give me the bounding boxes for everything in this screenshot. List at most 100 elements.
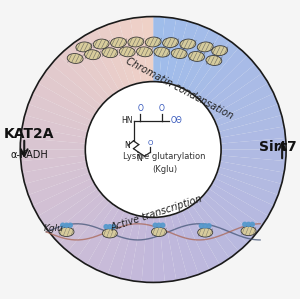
Wedge shape — [119, 19, 141, 84]
Wedge shape — [197, 48, 247, 101]
Circle shape — [104, 225, 108, 229]
Wedge shape — [197, 198, 247, 251]
Ellipse shape — [180, 39, 196, 49]
Circle shape — [64, 223, 68, 227]
Circle shape — [247, 222, 250, 226]
Ellipse shape — [152, 227, 166, 237]
Circle shape — [157, 223, 161, 227]
Circle shape — [61, 223, 65, 227]
Wedge shape — [33, 83, 94, 121]
Ellipse shape — [136, 47, 152, 57]
Wedge shape — [108, 213, 136, 278]
Wedge shape — [215, 173, 278, 206]
Text: N: N — [124, 141, 130, 150]
Wedge shape — [51, 56, 105, 106]
Text: O: O — [159, 103, 165, 112]
Wedge shape — [87, 29, 124, 91]
Ellipse shape — [171, 49, 187, 59]
Wedge shape — [119, 215, 141, 280]
Ellipse shape — [241, 226, 256, 236]
Wedge shape — [205, 188, 262, 235]
Wedge shape — [217, 104, 282, 132]
Ellipse shape — [102, 229, 117, 238]
Ellipse shape — [163, 38, 178, 48]
Text: KAT2A: KAT2A — [4, 126, 54, 141]
Wedge shape — [38, 73, 98, 115]
Wedge shape — [159, 216, 176, 282]
Wedge shape — [171, 21, 199, 86]
Wedge shape — [182, 208, 220, 270]
Text: (Kglu): (Kglu) — [152, 165, 177, 174]
Wedge shape — [28, 93, 92, 126]
Circle shape — [250, 222, 254, 226]
Circle shape — [203, 224, 207, 228]
Wedge shape — [130, 216, 147, 282]
Text: Kglu: Kglu — [44, 225, 63, 234]
Ellipse shape — [119, 47, 135, 57]
Wedge shape — [217, 167, 282, 195]
Wedge shape — [20, 150, 86, 161]
Wedge shape — [176, 211, 209, 274]
Wedge shape — [77, 205, 119, 265]
Wedge shape — [212, 83, 274, 121]
Wedge shape — [142, 217, 153, 283]
Wedge shape — [97, 25, 130, 88]
Ellipse shape — [206, 56, 222, 65]
Wedge shape — [165, 19, 188, 84]
Text: O: O — [148, 140, 153, 146]
Wedge shape — [171, 213, 199, 278]
Circle shape — [207, 224, 211, 228]
Ellipse shape — [197, 42, 213, 52]
Text: α-KADH: α-KADH — [10, 150, 48, 160]
Ellipse shape — [111, 38, 126, 48]
Circle shape — [112, 225, 116, 229]
Circle shape — [243, 222, 247, 226]
Ellipse shape — [67, 54, 83, 63]
Wedge shape — [21, 126, 86, 144]
Text: OΘ: OΘ — [170, 116, 182, 125]
Circle shape — [68, 223, 72, 227]
Wedge shape — [22, 115, 88, 138]
Wedge shape — [219, 161, 284, 184]
Circle shape — [85, 82, 221, 217]
Wedge shape — [187, 205, 230, 265]
Circle shape — [200, 224, 203, 228]
Text: N: N — [136, 154, 142, 164]
Wedge shape — [142, 16, 153, 82]
Wedge shape — [87, 208, 124, 270]
Wedge shape — [33, 178, 94, 216]
Wedge shape — [221, 150, 286, 161]
Ellipse shape — [59, 227, 74, 237]
Wedge shape — [28, 173, 92, 206]
Ellipse shape — [102, 48, 118, 58]
Wedge shape — [212, 178, 274, 216]
Circle shape — [108, 225, 112, 229]
Wedge shape — [59, 198, 110, 251]
Wedge shape — [219, 115, 284, 138]
Wedge shape — [192, 41, 238, 97]
Wedge shape — [44, 188, 101, 235]
Wedge shape — [130, 17, 147, 83]
Ellipse shape — [189, 51, 205, 61]
Wedge shape — [77, 34, 119, 94]
Wedge shape — [97, 211, 130, 274]
Ellipse shape — [145, 37, 161, 47]
Wedge shape — [38, 184, 98, 226]
Wedge shape — [205, 64, 262, 111]
Ellipse shape — [212, 46, 228, 56]
Wedge shape — [182, 29, 220, 91]
Wedge shape — [25, 167, 89, 195]
Wedge shape — [220, 126, 286, 144]
Wedge shape — [25, 104, 89, 132]
Wedge shape — [22, 161, 88, 184]
Ellipse shape — [93, 39, 109, 49]
Wedge shape — [215, 93, 278, 126]
Circle shape — [153, 223, 157, 227]
Text: O: O — [137, 103, 143, 112]
Wedge shape — [201, 193, 255, 243]
Wedge shape — [176, 25, 209, 88]
Wedge shape — [21, 155, 86, 173]
Text: Chromatin condensation: Chromatin condensation — [124, 56, 235, 121]
Wedge shape — [209, 73, 268, 115]
Circle shape — [161, 223, 165, 227]
